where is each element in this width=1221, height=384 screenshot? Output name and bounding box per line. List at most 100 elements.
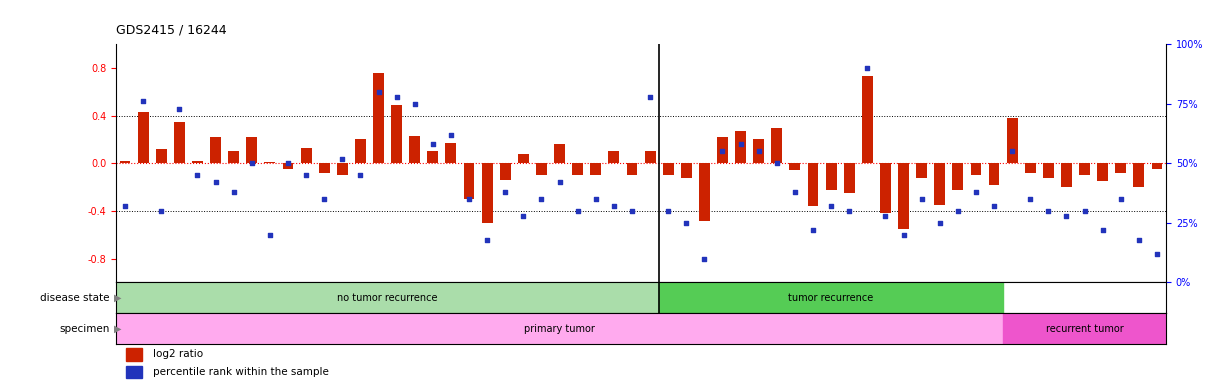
Point	[984, 203, 1004, 209]
Bar	[247, 137, 258, 163]
Point	[133, 98, 153, 104]
Bar	[681, 163, 692, 178]
Bar	[374, 73, 383, 163]
Bar	[282, 163, 293, 169]
Point	[822, 203, 841, 209]
Point	[1074, 208, 1094, 214]
Bar	[825, 163, 836, 190]
Point	[387, 94, 407, 100]
Bar	[698, 163, 709, 220]
Bar	[116, 283, 659, 313]
Point	[170, 106, 189, 112]
Bar	[659, 283, 1004, 313]
Point	[1148, 251, 1167, 257]
Point	[695, 256, 714, 262]
Bar	[464, 163, 475, 199]
Bar	[717, 137, 728, 163]
Point	[930, 220, 950, 226]
Bar	[156, 149, 167, 163]
Point	[767, 160, 786, 166]
Point	[912, 196, 932, 202]
Point	[1111, 196, 1131, 202]
Point	[1056, 213, 1076, 219]
Bar	[844, 163, 855, 193]
Bar	[790, 163, 800, 170]
Bar	[590, 163, 601, 175]
Point	[315, 196, 335, 202]
Bar	[192, 161, 203, 163]
Point	[151, 208, 171, 214]
Bar	[127, 348, 142, 361]
Bar	[446, 143, 457, 163]
Point	[586, 196, 606, 202]
Point	[514, 213, 534, 219]
Bar	[573, 163, 584, 175]
Point	[496, 189, 515, 195]
Bar	[971, 163, 982, 175]
Point	[422, 141, 442, 147]
Bar	[1007, 118, 1017, 163]
Point	[894, 232, 913, 238]
Point	[875, 213, 895, 219]
Bar	[626, 163, 637, 175]
Point	[369, 89, 388, 95]
Point	[549, 179, 569, 185]
Bar	[173, 122, 184, 163]
Bar	[735, 131, 746, 163]
Bar	[862, 76, 873, 163]
Text: recurrent tumor: recurrent tumor	[1045, 324, 1123, 334]
Bar	[554, 144, 565, 163]
Bar	[127, 366, 142, 378]
Bar	[989, 163, 1000, 185]
Bar	[1098, 163, 1109, 181]
Text: no tumor recurrence: no tumor recurrence	[337, 293, 438, 303]
Bar	[1133, 163, 1144, 187]
Point	[640, 94, 659, 100]
Point	[260, 232, 280, 238]
Point	[405, 101, 425, 107]
Point	[441, 132, 460, 138]
Point	[459, 196, 479, 202]
Point	[803, 227, 823, 233]
Bar	[120, 161, 131, 163]
Point	[676, 220, 696, 226]
Point	[531, 196, 551, 202]
Bar	[952, 163, 963, 190]
Point	[223, 189, 243, 195]
Bar	[645, 151, 656, 163]
Point	[206, 179, 226, 185]
Bar	[138, 112, 149, 163]
Bar	[1151, 163, 1162, 169]
Bar	[807, 163, 818, 206]
Point	[785, 189, 805, 195]
Bar	[1115, 163, 1126, 173]
Point	[840, 208, 860, 214]
Bar	[427, 151, 438, 163]
Point	[966, 189, 985, 195]
Bar	[1024, 163, 1035, 173]
Point	[731, 141, 751, 147]
Point	[658, 208, 678, 214]
Text: percentile rank within the sample: percentile rank within the sample	[153, 367, 328, 377]
Bar	[753, 139, 764, 163]
Point	[1002, 148, 1022, 154]
Bar	[1061, 163, 1072, 187]
Point	[297, 172, 316, 178]
Text: ▶: ▶	[114, 324, 121, 334]
Point	[623, 208, 642, 214]
Point	[115, 203, 134, 209]
Bar	[880, 163, 891, 214]
Bar	[499, 163, 510, 180]
Bar	[116, 313, 1004, 344]
Point	[1129, 237, 1149, 243]
Point	[604, 203, 624, 209]
Point	[1021, 196, 1040, 202]
Text: tumor recurrence: tumor recurrence	[789, 293, 874, 303]
Bar	[300, 148, 311, 163]
Bar	[772, 127, 783, 163]
Bar	[210, 137, 221, 163]
Text: primary tumor: primary tumor	[524, 324, 595, 334]
Text: disease state: disease state	[40, 293, 110, 303]
Bar	[1043, 163, 1054, 178]
Bar	[518, 154, 529, 163]
